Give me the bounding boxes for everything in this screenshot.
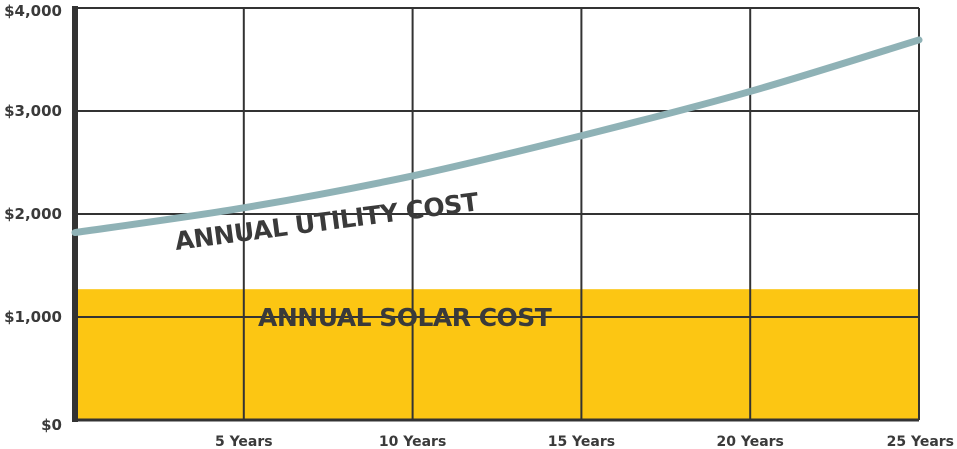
y-tick-label: $4,000	[4, 2, 62, 20]
utility-cost-annotation: ANNUAL UTILITY COST	[173, 187, 480, 256]
utility-cost-line	[71, 36, 923, 237]
y-tick-labels: $0 $1,000 $2,000 $3,000 $4,000	[4, 2, 62, 434]
y-tick-label: $1,000	[4, 308, 62, 326]
x-tick-labels: 5 Years 10 Years 15 Years 20 Years 25 Years	[215, 434, 954, 449]
x-tick-label: 10 Years	[379, 434, 446, 449]
x-tick-label: 5 Years	[215, 434, 273, 449]
y-tick-label: $3,000	[4, 102, 62, 120]
x-tick-label: 15 Years	[548, 434, 615, 449]
x-tick-label: 25 Years	[887, 434, 954, 449]
solar-cost-area	[75, 289, 919, 420]
x-tick-label: 20 Years	[717, 434, 784, 449]
y-tick-label: $0	[41, 416, 62, 434]
solar-cost-annotation: ANNUAL SOLAR COST	[258, 303, 552, 332]
y-tick-label: $2,000	[4, 205, 62, 223]
